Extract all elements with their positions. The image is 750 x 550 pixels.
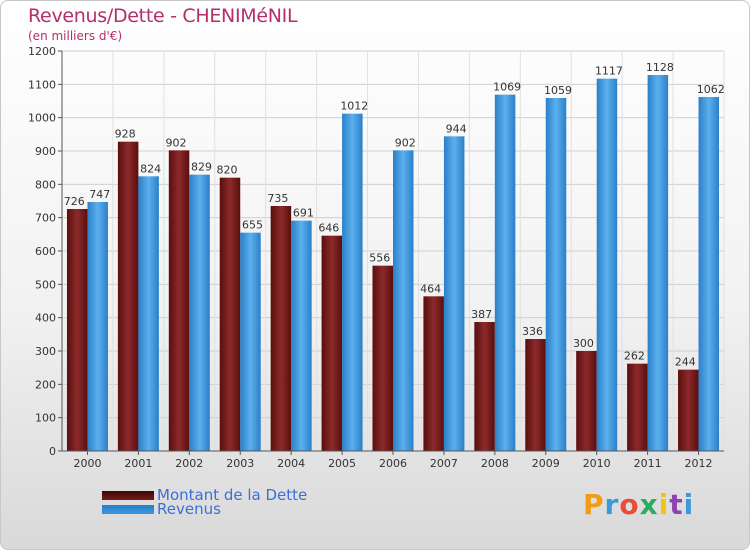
x-tick-label: 2008: [481, 457, 509, 470]
data-label: 655: [242, 219, 263, 232]
bar-debt: [117, 141, 139, 451]
labels-layer: 726 747 928 824 902 829 820 655 735 691 646 1012 556…: [64, 61, 725, 369]
x-tick-label: 2012: [685, 457, 713, 470]
data-label: 691: [293, 207, 314, 220]
y-tick-label: 1100: [28, 78, 56, 91]
data-label: 1059: [544, 84, 572, 97]
bar-debt: [525, 339, 546, 451]
chart-title: Revenus/Dette - CHENIMéNIL: [28, 5, 298, 27]
bar-debt: [168, 150, 190, 452]
data-label: 387: [471, 308, 492, 321]
y-tick-label: 500: [35, 278, 56, 291]
data-label: 244: [675, 356, 696, 369]
bar-revenus: [494, 94, 516, 452]
bar-revenus: [698, 97, 720, 451]
logo-letter: i: [658, 488, 670, 521]
bar-debt: [576, 351, 597, 451]
data-label: 1069: [493, 81, 521, 94]
x-tick-label: 2005: [328, 457, 356, 470]
data-label: 1012: [340, 100, 368, 113]
bar-debt: [474, 322, 495, 451]
data-label: 1117: [595, 65, 623, 78]
data-label: 300: [573, 337, 594, 350]
legend-swatch-revenus: [102, 505, 154, 514]
legend-label-debt: Montant de la Dette: [157, 486, 308, 504]
logo-letter: i: [683, 488, 695, 521]
data-label: 944: [446, 122, 467, 135]
logo-letter: r: [604, 488, 620, 521]
x-tick-label: 2004: [277, 457, 305, 470]
proxiti-logo: Proxiti: [583, 488, 694, 521]
bar-debt: [627, 363, 648, 451]
legend-label-revenus: Revenus: [157, 500, 221, 518]
axis-layer: 0 100 200 300 400 500 600 700 800 900 1000 1100 1200…: [28, 45, 724, 470]
x-tick-label: 2000: [73, 457, 101, 470]
data-label: 464: [420, 282, 441, 295]
bar-revenus: [596, 78, 618, 452]
bars-layer: [66, 75, 720, 452]
logo-letter: t: [669, 488, 684, 521]
bar-debt: [66, 209, 88, 451]
bar-revenus: [545, 98, 567, 451]
bar-debt: [270, 206, 292, 451]
bar-revenus: [87, 202, 108, 451]
data-label: 902: [395, 136, 416, 149]
y-tick-label: 0: [49, 445, 56, 458]
x-tick-label: 2007: [430, 457, 458, 470]
bar-revenus: [393, 150, 414, 452]
logo-letter: o: [619, 488, 640, 521]
bar-revenus: [189, 174, 210, 451]
x-tick-label: 2009: [532, 457, 560, 470]
bar-debt: [372, 265, 393, 451]
data-label: 735: [267, 192, 288, 205]
y-tick-label: 700: [35, 212, 56, 225]
data-label: 902: [166, 136, 187, 149]
data-label: 747: [89, 188, 110, 201]
data-label: 928: [115, 128, 136, 141]
bar-revenus: [240, 232, 261, 451]
data-label: 726: [64, 195, 85, 208]
bar-debt: [423, 296, 444, 451]
bar-revenus: [291, 220, 312, 451]
y-tick-label: 900: [35, 145, 56, 158]
data-label: 829: [191, 161, 212, 174]
data-label: 262: [624, 350, 645, 363]
logo-letter: P: [583, 488, 605, 521]
x-tick-label: 2002: [175, 457, 203, 470]
bar-debt: [321, 235, 343, 451]
y-tick-label: 100: [35, 412, 56, 425]
y-tick-label: 1200: [28, 45, 56, 58]
chart-subtitle: (en milliers d'€): [28, 29, 123, 43]
legend-swatch-debt: [102, 491, 154, 500]
data-label: 1062: [697, 83, 725, 96]
data-label: 336: [522, 325, 543, 338]
data-label: 556: [369, 252, 390, 265]
y-tick-label: 600: [35, 245, 56, 258]
y-tick-label: 1000: [28, 112, 56, 125]
y-tick-label: 400: [35, 312, 56, 325]
bar-revenus: [342, 113, 363, 452]
bar-revenus: [443, 136, 465, 452]
x-tick-label: 2003: [226, 457, 254, 470]
data-label: 1128: [646, 61, 674, 74]
x-tick-label: 2001: [124, 457, 152, 470]
bar-debt: [678, 369, 699, 451]
bar-revenus: [647, 75, 669, 451]
data-label: 820: [216, 164, 237, 177]
x-tick-label: 2011: [634, 457, 662, 470]
x-tick-label: 2010: [583, 457, 611, 470]
data-label: 646: [318, 222, 339, 235]
x-tick-label: 2006: [379, 457, 407, 470]
y-tick-label: 200: [35, 378, 56, 391]
bar-revenus: [138, 176, 159, 452]
y-tick-label: 800: [35, 178, 56, 191]
bar-debt: [219, 177, 241, 451]
y-tick-label: 300: [35, 345, 56, 358]
data-label: 824: [140, 162, 161, 175]
logo-letter: x: [639, 488, 659, 521]
